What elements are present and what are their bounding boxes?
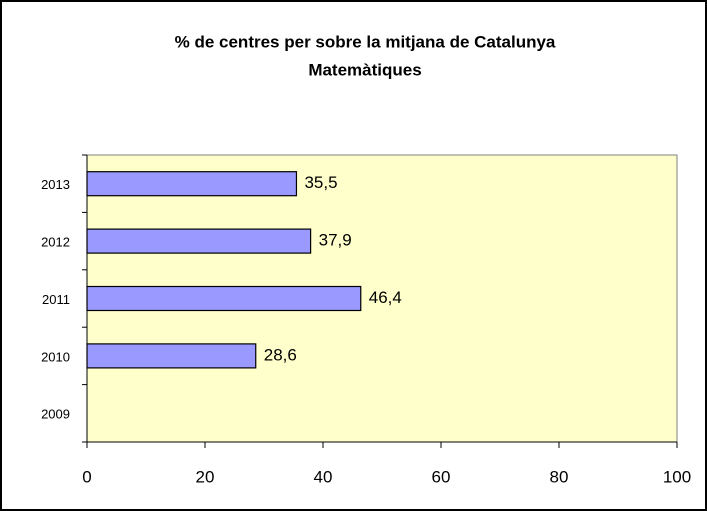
y-tick-label: 2010 bbox=[41, 349, 70, 364]
data-label: 28,6 bbox=[264, 345, 297, 364]
data-label: 37,9 bbox=[319, 231, 352, 250]
x-tick-label: 0 bbox=[82, 467, 91, 486]
chart-subtitle: Matemàtiques bbox=[308, 60, 421, 79]
x-tick-label: 80 bbox=[550, 467, 569, 486]
x-tick-label: 20 bbox=[196, 467, 215, 486]
chart-title: % de centres per sobre la mitjana de Cat… bbox=[175, 32, 556, 51]
data-label: 46,4 bbox=[369, 288, 402, 307]
x-tick-label: 40 bbox=[314, 467, 333, 486]
bar bbox=[86, 343, 257, 369]
bar bbox=[86, 228, 312, 254]
bar bbox=[86, 285, 362, 312]
y-tick-label: 2012 bbox=[41, 235, 70, 250]
y-tick-label: 2013 bbox=[41, 177, 70, 192]
x-tick-label: 60 bbox=[432, 467, 451, 486]
x-tick-label: 100 bbox=[663, 467, 691, 486]
y-tick-label: 2011 bbox=[42, 292, 70, 307]
y-tick-label: 2009 bbox=[41, 407, 70, 422]
bar bbox=[86, 171, 298, 197]
data-label: 35,5 bbox=[304, 173, 337, 192]
